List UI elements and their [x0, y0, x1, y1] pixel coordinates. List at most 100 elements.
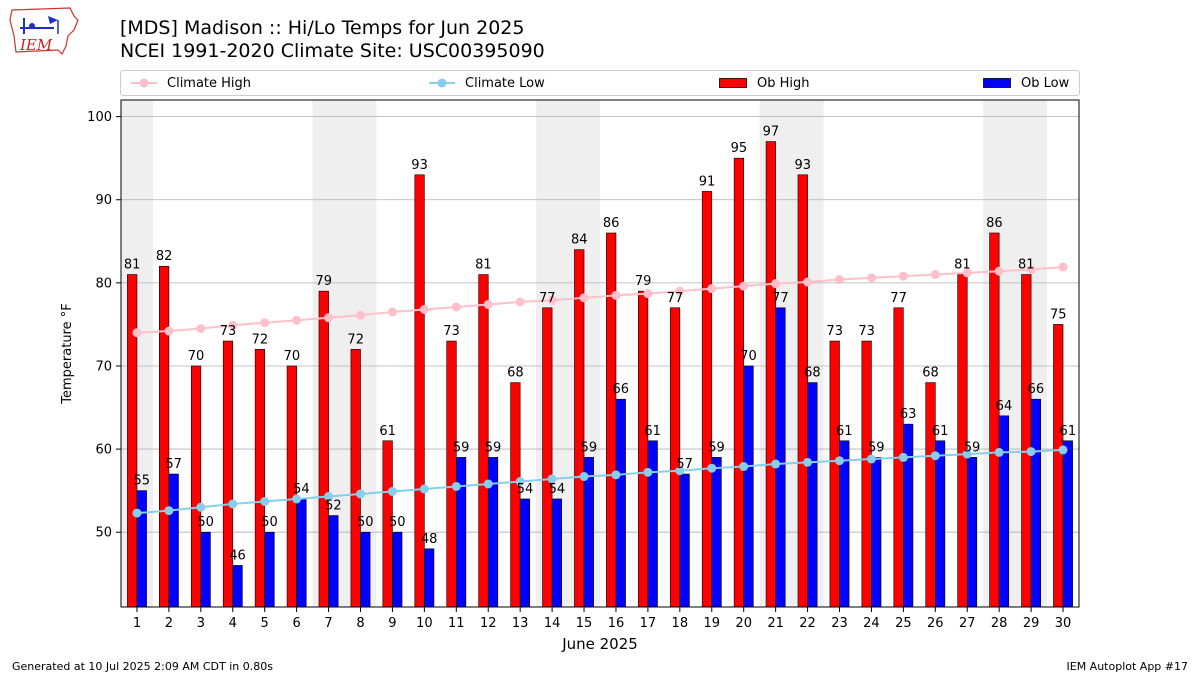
climate-low-point [579, 472, 589, 482]
x-tick-label: 10 [416, 616, 433, 631]
x-tick-label: 20 [735, 616, 752, 631]
climate-high-point [771, 279, 781, 289]
data-label-ob-low: 54 [293, 482, 310, 497]
data-label-ob-low: 59 [453, 440, 470, 455]
climate-low-point [132, 508, 142, 518]
x-tick-label: 30 [1055, 616, 1072, 631]
bar-ob-low [839, 440, 850, 608]
climate-low-point [356, 489, 365, 499]
bar-ob-low [328, 515, 339, 608]
data-label-ob-low: 57 [165, 457, 182, 472]
climate-high-point [356, 310, 365, 320]
climate-high-point [675, 286, 685, 296]
climate-high-point [324, 313, 334, 323]
bar-ob-low [647, 440, 658, 608]
data-label-ob-low: 59 [485, 440, 502, 455]
climate-high-point [547, 295, 557, 305]
climate-low-point [483, 479, 493, 489]
climate-high-point [643, 289, 653, 299]
climate-high-point [1026, 265, 1036, 275]
bar-ob-low [360, 531, 371, 608]
x-tick-label: 4 [229, 616, 237, 631]
bar-ob-high [542, 307, 553, 608]
data-label-ob-high: 73 [826, 324, 843, 339]
climate-low-point [707, 463, 717, 473]
data-label-ob-high: 70 [188, 349, 205, 364]
y-tick-label: 70 [95, 359, 112, 374]
x-tick-label: 26 [927, 616, 944, 631]
data-label-ob-low: 59 [868, 440, 885, 455]
iem-logo: IEM [9, 7, 79, 56]
climate-low-point [547, 474, 557, 484]
climate-low-point [228, 499, 238, 509]
bar-ob-low [679, 473, 690, 608]
bar-ob-high [574, 249, 585, 608]
x-tick-label: 28 [991, 616, 1008, 631]
climate-low-point [1058, 445, 1068, 455]
bar-ob-low [392, 531, 403, 608]
climate-high-point [579, 293, 589, 303]
climate-low-point [164, 506, 174, 516]
x-tick-label: 3 [197, 616, 205, 631]
data-label-ob-low: 77 [772, 291, 789, 306]
bar-ob-low [1030, 398, 1041, 608]
bar-ob-high [606, 232, 617, 608]
data-label-ob-high: 95 [731, 141, 748, 156]
climate-low-point [1026, 447, 1036, 457]
data-label-ob-low: 50 [261, 515, 278, 530]
x-tick-label: 24 [863, 616, 880, 631]
bar-ob-high [159, 265, 170, 608]
data-label-ob-low: 50 [357, 515, 374, 530]
data-label-ob-high: 72 [347, 332, 364, 347]
y-tick-label: 60 [95, 443, 112, 458]
climate-low-point [930, 451, 940, 461]
bar-ob-low [424, 548, 435, 608]
legend-swatch-climate-high [131, 78, 157, 88]
legend-swatch-ob-high [719, 78, 747, 88]
y-tick-label: 90 [95, 193, 112, 208]
climate-high-point [228, 320, 238, 330]
climate-high-point [707, 284, 717, 294]
data-label-ob-low: 54 [549, 482, 566, 497]
data-label-ob-high: 61 [379, 424, 396, 439]
data-label-ob-high: 81 [1018, 258, 1035, 273]
climate-high-point [387, 307, 397, 317]
data-label-ob-high: 81 [475, 258, 492, 273]
bar-ob-low [264, 531, 275, 608]
plot-frame [120, 99, 1080, 608]
bar-ob-high [318, 290, 329, 608]
legend-swatch-climate-low [429, 78, 455, 88]
data-label-ob-high: 93 [411, 158, 428, 173]
climate-low-line [136, 448, 1064, 515]
data-label-ob-high: 84 [571, 233, 588, 248]
bar-ob-high [701, 191, 713, 608]
bar-ob-low [200, 531, 211, 608]
climate-low-point [451, 481, 461, 491]
y-tick-label: 100 [87, 110, 112, 125]
bar-ob-low [168, 473, 179, 608]
x-tick-label: 5 [261, 616, 269, 631]
climate-low-point [771, 459, 781, 469]
data-label-ob-high: 68 [507, 366, 524, 381]
bar-ob-high [765, 141, 776, 608]
bar-ob-low [998, 415, 1010, 608]
data-label-ob-low: 66 [612, 382, 629, 397]
x-tick-label: 23 [831, 616, 848, 631]
climate-low-point [387, 486, 397, 496]
bar-ob-high [638, 290, 649, 608]
climate-low-point [835, 456, 844, 466]
data-label-ob-low: 59 [581, 440, 598, 455]
footer-generated: Generated at 10 Jul 2025 2:09 AM CDT in … [12, 660, 273, 673]
data-label-ob-low: 61 [932, 424, 949, 439]
climate-high-point [994, 266, 1004, 276]
x-tick-label: 2 [165, 616, 173, 631]
climate-low-point [866, 454, 876, 464]
data-label-ob-high: 70 [284, 349, 301, 364]
legend: Climate High Climate Low Ob High Ob Low [120, 70, 1080, 96]
bar-ob-high [989, 232, 1000, 608]
data-label-ob-low: 70 [740, 349, 757, 364]
climate-high-point [739, 281, 749, 291]
data-label-ob-high: 73 [220, 324, 237, 339]
x-tick-label: 1 [133, 616, 141, 631]
climate-high-point [866, 273, 876, 283]
